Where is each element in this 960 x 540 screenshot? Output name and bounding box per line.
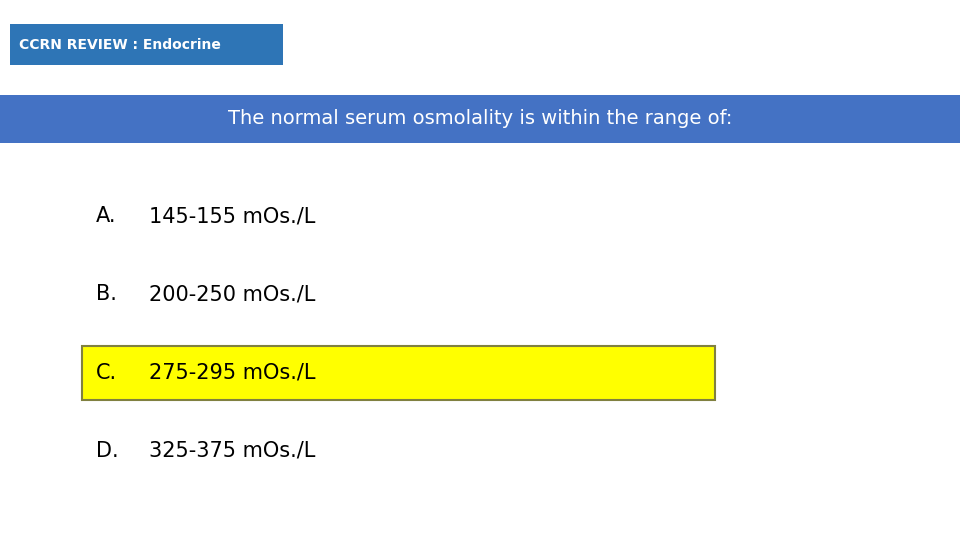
Text: A.: A. [96,206,116,226]
Text: 325-375 mOs./L: 325-375 mOs./L [149,441,315,461]
Text: The normal serum osmolality is within the range of:: The normal serum osmolality is within th… [228,109,732,129]
FancyBboxPatch shape [0,94,960,143]
Text: 200-250 mOs./L: 200-250 mOs./L [149,284,315,305]
Text: D.: D. [96,441,119,461]
Text: C.: C. [96,362,117,383]
FancyBboxPatch shape [82,346,715,400]
FancyBboxPatch shape [10,24,283,65]
Text: 145-155 mOs./L: 145-155 mOs./L [149,206,315,226]
Text: B.: B. [96,284,117,305]
Text: CCRN REVIEW : Endocrine: CCRN REVIEW : Endocrine [19,38,221,51]
Text: 275-295 mOs./L: 275-295 mOs./L [149,362,315,383]
